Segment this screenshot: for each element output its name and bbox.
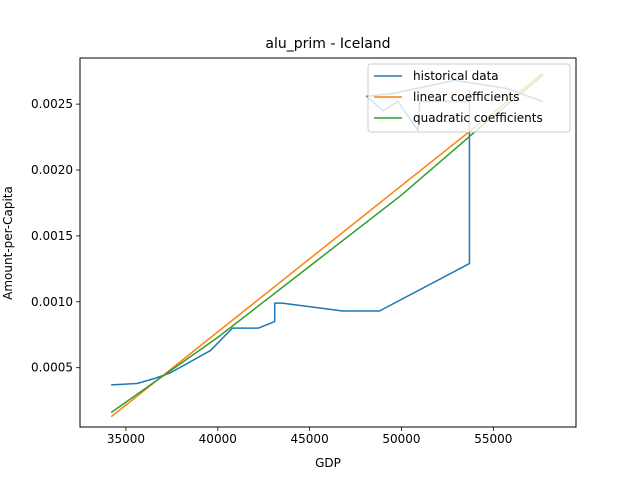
- legend-label-3: quadratic coefficients: [413, 111, 543, 125]
- x-tick-label: 40000: [199, 432, 237, 446]
- plot-area: 35000 40000 45000 50000 55000 0.00050.00100.…: [31, 57, 577, 446]
- y-tick-label: 0.0025: [31, 97, 73, 111]
- y-tick-label: 0.0005: [31, 361, 73, 375]
- x-tick-label: 45000: [291, 432, 329, 446]
- y-tick-label: 0.0010: [31, 295, 73, 309]
- axes-frame: [79, 57, 577, 428]
- chart-title: alu_prim - Iceland: [265, 36, 390, 52]
- legend: historical data linear coefficients quadra…: [367, 63, 571, 133]
- y-axis-ticks: 0.0005 0.0010 0.0015 0.0020 0.0025: [31, 97, 80, 375]
- x-tick-label: 35000: [107, 432, 145, 446]
- y-tick-label: 0.0020: [31, 163, 73, 177]
- series-line-1: [111, 79, 544, 386]
- x-tick-label: 55000: [474, 432, 512, 446]
- y-tick-label: 0.0015: [31, 229, 73, 243]
- legend-label-2: linear coefficients: [413, 90, 520, 104]
- x-axis-ticks: 35000 40000 45000 50000 55000: [107, 427, 512, 446]
- legend-entries: historical data linear coefficients quadra…: [374, 69, 543, 125]
- y-axis-label: Amount-per-Capita: [1, 186, 15, 300]
- legend-label-1: historical data: [413, 69, 499, 83]
- legend-box: [367, 63, 571, 133]
- x-axis-label: GDP: [315, 456, 341, 470]
- x-tick-label: 50000: [382, 432, 420, 446]
